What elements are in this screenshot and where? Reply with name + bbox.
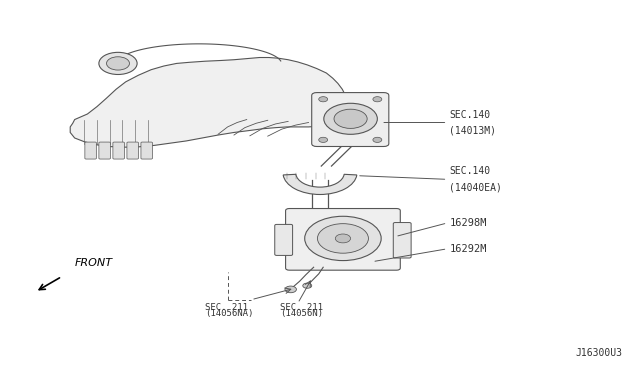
Text: SEC. 211: SEC. 211 xyxy=(280,304,323,312)
FancyBboxPatch shape xyxy=(127,142,138,159)
Text: 16298M: 16298M xyxy=(449,218,487,228)
Circle shape xyxy=(317,224,369,253)
FancyBboxPatch shape xyxy=(275,224,292,256)
Text: SEC. 211: SEC. 211 xyxy=(205,304,248,312)
Circle shape xyxy=(303,283,312,288)
FancyBboxPatch shape xyxy=(99,142,110,159)
Text: SEC.140: SEC.140 xyxy=(449,109,490,119)
FancyBboxPatch shape xyxy=(113,142,124,159)
Text: SEC.140: SEC.140 xyxy=(449,166,490,176)
Circle shape xyxy=(373,137,382,142)
Circle shape xyxy=(319,97,328,102)
Polygon shape xyxy=(70,58,347,147)
Text: 16292M: 16292M xyxy=(449,244,487,254)
FancyBboxPatch shape xyxy=(285,209,400,270)
Text: (14013M): (14013M) xyxy=(449,126,497,136)
Circle shape xyxy=(373,97,382,102)
Circle shape xyxy=(335,234,351,243)
Circle shape xyxy=(99,52,137,74)
Text: (14056NA): (14056NA) xyxy=(205,309,253,318)
Text: J16300U3: J16300U3 xyxy=(576,348,623,358)
FancyBboxPatch shape xyxy=(394,222,411,258)
Circle shape xyxy=(324,103,378,134)
Text: (14040EA): (14040EA) xyxy=(449,182,502,192)
FancyBboxPatch shape xyxy=(312,93,389,147)
Circle shape xyxy=(285,286,296,293)
Circle shape xyxy=(106,57,129,70)
Text: (14056N): (14056N) xyxy=(280,309,323,318)
Circle shape xyxy=(334,109,367,128)
FancyBboxPatch shape xyxy=(141,142,152,159)
Circle shape xyxy=(319,137,328,142)
Circle shape xyxy=(305,216,381,260)
Text: FRONT: FRONT xyxy=(75,258,113,268)
Wedge shape xyxy=(283,174,357,195)
FancyBboxPatch shape xyxy=(85,142,97,159)
